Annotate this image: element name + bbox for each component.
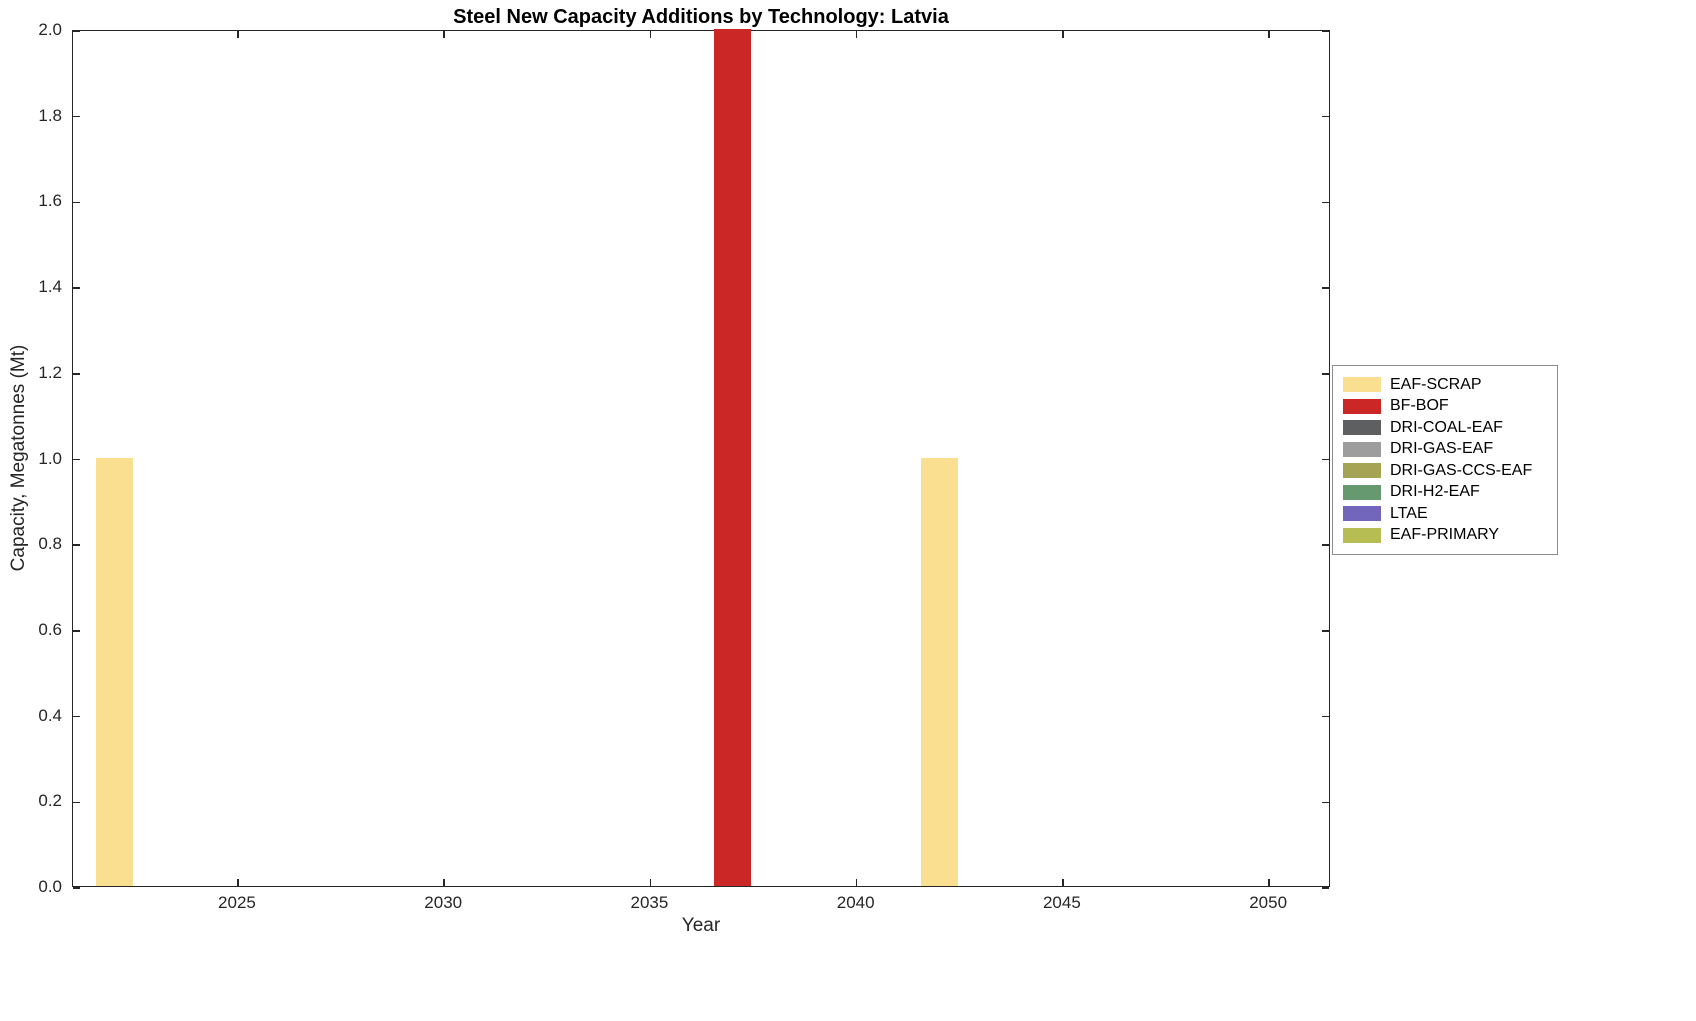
x-tick-mark bbox=[1268, 879, 1270, 886]
y-tick-mark bbox=[1322, 287, 1329, 289]
legend-item: DRI-GAS-CCS-EAF bbox=[1343, 460, 1547, 482]
legend-swatch-ltae bbox=[1343, 506, 1381, 522]
y-tick-label: 0.0 bbox=[38, 877, 62, 896]
x-tick-mark bbox=[1062, 31, 1064, 38]
legend-item: EAF-SCRAP bbox=[1343, 374, 1547, 396]
y-tick-mark bbox=[73, 887, 80, 889]
x-tick-mark bbox=[443, 31, 445, 38]
legend-swatch-eaf-scrap bbox=[1343, 377, 1381, 393]
chart-title: Steel New Capacity Additions by Technolo… bbox=[453, 6, 949, 28]
legend-label: EAF-SCRAP bbox=[1390, 375, 1482, 393]
x-tick-label: 2025 bbox=[218, 893, 256, 912]
y-tick-mark bbox=[73, 287, 80, 289]
y-tick-mark bbox=[1322, 115, 1329, 118]
x-tick-mark bbox=[855, 31, 858, 38]
y-tick-mark bbox=[73, 373, 80, 375]
y-tick-mark bbox=[1322, 801, 1329, 804]
plot-area bbox=[72, 29, 1330, 889]
y-tick-label: 2.0 bbox=[38, 20, 62, 39]
y-tick-label: 1.4 bbox=[38, 277, 62, 297]
legend-label: EAF-PRIMARY bbox=[1390, 526, 1500, 544]
y-tick-mark bbox=[73, 544, 80, 546]
legend-swatch-dri-coal-eaf bbox=[1343, 420, 1381, 436]
x-tick-label: 2035 bbox=[630, 893, 669, 912]
x-tick-mark bbox=[649, 31, 652, 38]
bar-eaf-scrap bbox=[95, 457, 133, 886]
x-tick-mark bbox=[855, 879, 858, 886]
x-tick-mark bbox=[237, 879, 239, 886]
y-tick-mark bbox=[73, 201, 80, 204]
y-tick-mark bbox=[73, 715, 80, 718]
legend-item: BF-BOF bbox=[1343, 396, 1547, 418]
legend-item: DRI-COAL-EAF bbox=[1343, 417, 1547, 439]
y-tick-label: 0.2 bbox=[38, 791, 62, 811]
y-tick-mark bbox=[1322, 201, 1329, 204]
y-tick-mark bbox=[73, 801, 80, 804]
legend-swatch-dri-gas-eaf bbox=[1343, 441, 1381, 457]
legend-item: EAF-PRIMARY bbox=[1343, 525, 1547, 547]
legend-swatch-eaf-primary bbox=[1343, 527, 1381, 543]
y-tick-label: 0.4 bbox=[38, 705, 62, 725]
y-tick-mark bbox=[1322, 30, 1329, 32]
legend-item: DRI-H2-EAF bbox=[1343, 482, 1547, 504]
legend-item: DRI-GAS-EAF bbox=[1343, 439, 1547, 461]
legend-label: DRI-GAS-EAF bbox=[1390, 440, 1494, 458]
bar-eaf-scrap bbox=[920, 457, 958, 886]
x-tick-mark bbox=[237, 31, 239, 38]
y-tick-mark bbox=[1322, 544, 1329, 546]
x-tick-mark bbox=[1062, 879, 1064, 886]
legend-swatch-dri-h2-eaf bbox=[1343, 484, 1381, 500]
y-tick-label: 1.6 bbox=[38, 191, 62, 211]
y-tick-mark bbox=[73, 630, 80, 632]
x-tick-mark bbox=[649, 879, 652, 886]
legend-label: BF-BOF bbox=[1390, 397, 1449, 415]
y-tick-label: 1.2 bbox=[38, 362, 62, 382]
legend-label: DRI-GAS-CCS-EAF bbox=[1390, 461, 1533, 479]
legend-label: DRI-H2-EAF bbox=[1390, 483, 1480, 501]
x-tick-mark bbox=[443, 879, 445, 886]
y-tick-label: 0.6 bbox=[38, 619, 62, 639]
y-tick-mark bbox=[1322, 373, 1329, 375]
x-tick-label: 2040 bbox=[836, 893, 875, 912]
y-tick-label: 1.0 bbox=[38, 448, 62, 468]
x-tick-label: 2030 bbox=[424, 893, 463, 912]
legend: EAF-SCRAP BF-BOF DRI-COAL-EAF DRI-GAS-EAF DR… bbox=[1332, 365, 1558, 555]
legend-swatch-bf-bof bbox=[1343, 398, 1381, 414]
y-tick-mark bbox=[1322, 458, 1329, 461]
y-tick-mark bbox=[73, 458, 80, 461]
x-tick-label: 2050 bbox=[1249, 893, 1288, 912]
legend-label: LTAE bbox=[1390, 504, 1428, 522]
legend-label: DRI-COAL-EAF bbox=[1390, 418, 1503, 436]
y-tick-mark bbox=[73, 115, 80, 118]
y-tick-label: 0.8 bbox=[38, 534, 62, 554]
legend-item: LTAE bbox=[1343, 503, 1547, 525]
y-tick-mark bbox=[1322, 715, 1329, 718]
x-tick-label: 2045 bbox=[1042, 893, 1081, 912]
y-tick-label: 1.8 bbox=[38, 105, 62, 125]
y-tick-mark bbox=[73, 30, 80, 32]
y-tick-mark bbox=[1322, 630, 1329, 632]
y-tick-mark bbox=[1322, 887, 1329, 889]
x-axis-label: Year bbox=[681, 915, 721, 936]
legend-swatch-dri-gas-ccs-eaf bbox=[1343, 463, 1381, 479]
x-tick-mark bbox=[1268, 31, 1270, 38]
bar-bf-bof bbox=[714, 29, 752, 886]
